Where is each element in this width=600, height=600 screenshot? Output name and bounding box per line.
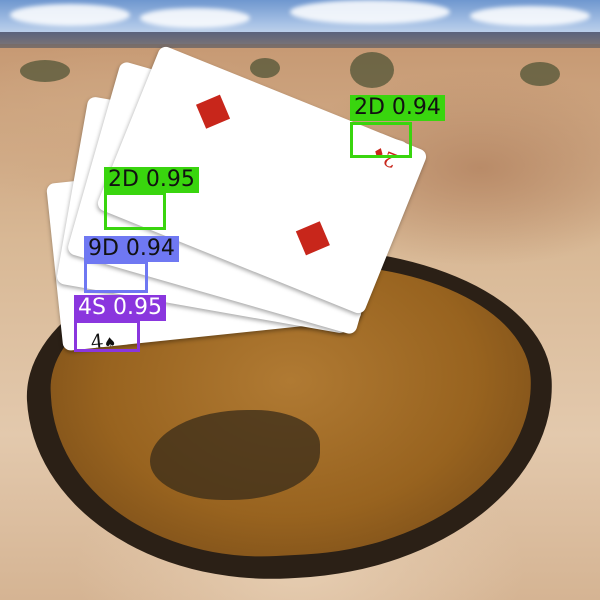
diamond-pip-icon	[195, 94, 231, 129]
desert-shrub	[20, 60, 70, 82]
detection-box	[350, 122, 412, 158]
cloud	[140, 8, 250, 28]
puddle-shadow	[150, 410, 320, 500]
detection-label: 9D 0.94	[84, 236, 179, 262]
detection-box	[84, 261, 148, 293]
detection-label: 4S 0.95	[74, 295, 166, 321]
desert-shrub	[250, 58, 280, 78]
detection-label: 2D 0.94	[350, 95, 445, 121]
cloud	[290, 0, 450, 24]
detection-box	[74, 320, 140, 352]
detection-label: 2D 0.95	[104, 167, 199, 193]
diamond-pip-icon	[295, 221, 330, 256]
desert-shrub	[350, 52, 394, 88]
cloud	[10, 4, 130, 26]
desert-shrub	[520, 62, 560, 86]
cloud	[470, 6, 590, 26]
detection-box	[104, 192, 166, 230]
